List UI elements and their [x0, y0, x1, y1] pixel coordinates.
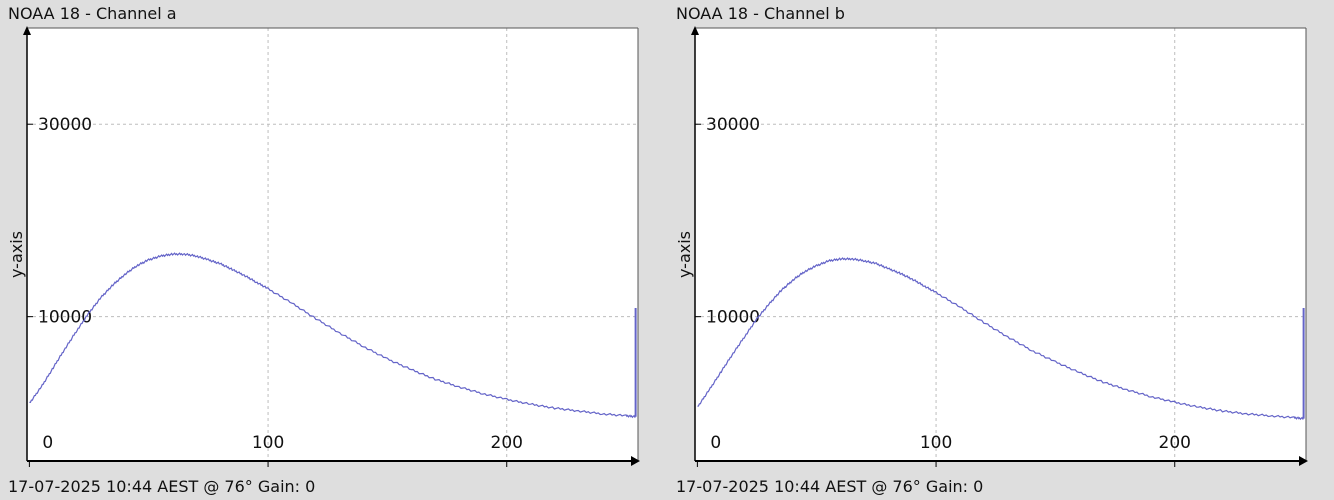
y-tick-label: 10000	[706, 308, 760, 328]
y-axis-title: y-axis	[7, 231, 26, 278]
chart-panel-channel-a: NOAA 18 - Channel a 0 100 200 10000 30000 y-a…	[0, 0, 640, 500]
chart-footer: 17-07-2025 10:44 AEST @ 76° Gain: 0	[676, 477, 983, 496]
plot-area: 0 100 200 10000 30000 y-axis	[668, 0, 1308, 500]
x-tick-label: 0	[710, 433, 721, 453]
y-tick-label: 10000	[38, 308, 92, 328]
y-tick-label: 30000	[706, 115, 760, 135]
plot-area: 0 100 200 10000 30000 y-axis	[0, 0, 640, 500]
plot-background	[27, 28, 638, 461]
x-tick-label: 100	[252, 433, 284, 453]
plot-background	[695, 28, 1306, 461]
x-tick-label: 100	[920, 433, 952, 453]
x-tick-label: 200	[491, 433, 523, 453]
x-tick-label: 200	[1159, 433, 1191, 453]
chart-footer: 17-07-2025 10:44 AEST @ 76° Gain: 0	[8, 477, 315, 496]
y-tick-label: 30000	[38, 115, 92, 135]
y-axis-title: y-axis	[675, 231, 694, 278]
chart-panel-channel-b: NOAA 18 - Channel b 0 100 200 10000 30000 y-a…	[668, 0, 1308, 500]
x-tick-label: 0	[42, 433, 53, 453]
